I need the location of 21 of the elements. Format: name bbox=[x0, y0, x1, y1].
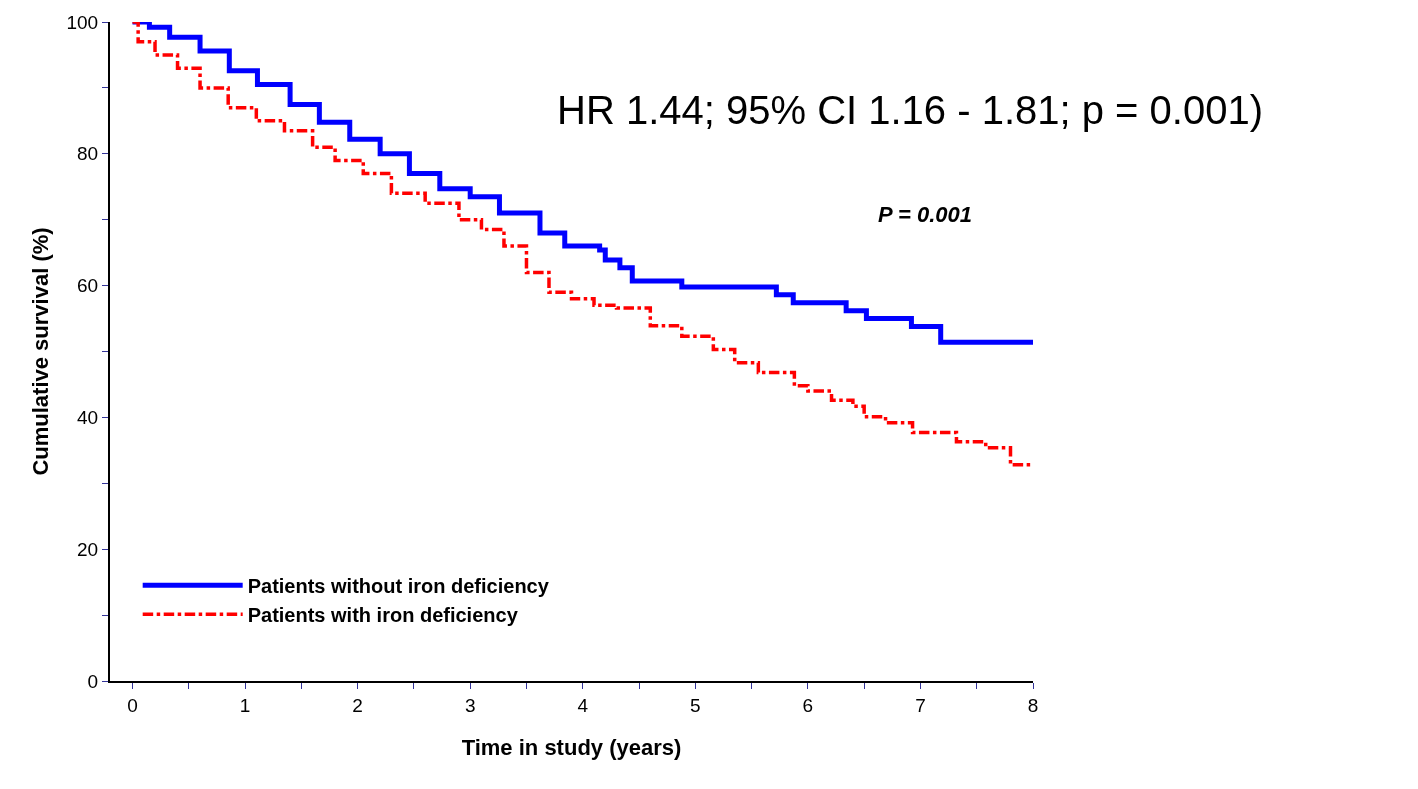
annotation: P = 0.001 bbox=[878, 202, 972, 227]
x-tick-label: 3 bbox=[464, 694, 476, 716]
x-tick-label: 6 bbox=[802, 694, 814, 716]
x-tick-label: 0 bbox=[127, 694, 138, 716]
x-tick-label: 5 bbox=[690, 694, 701, 716]
legend-label: Patients with iron deficiency bbox=[247, 603, 519, 626]
x-tick-label: 4 bbox=[577, 694, 589, 716]
y-tick-label: 0 bbox=[87, 670, 99, 692]
x-tick-label: 2 bbox=[352, 694, 363, 716]
annotation: HR 1.44; 95% CI 1.16 - 1.81; p = 0.001) bbox=[557, 88, 1263, 132]
x-tick-label: 1 bbox=[239, 694, 251, 716]
y-tick-label: 40 bbox=[77, 407, 99, 429]
y-tick-label: 20 bbox=[77, 538, 99, 560]
legend-label: Patients without iron deficiency bbox=[247, 574, 550, 597]
x-axis-title: Time in study (years) bbox=[461, 735, 682, 761]
y-tick-label: 60 bbox=[77, 275, 99, 297]
y-tick-label: 100 bbox=[66, 11, 99, 33]
y-axis-title: Cumulative survival (%) bbox=[27, 227, 53, 476]
x-tick-label: 7 bbox=[915, 694, 926, 716]
y-tick-label: 80 bbox=[77, 143, 99, 165]
x-tick-label: 8 bbox=[1027, 694, 1039, 716]
